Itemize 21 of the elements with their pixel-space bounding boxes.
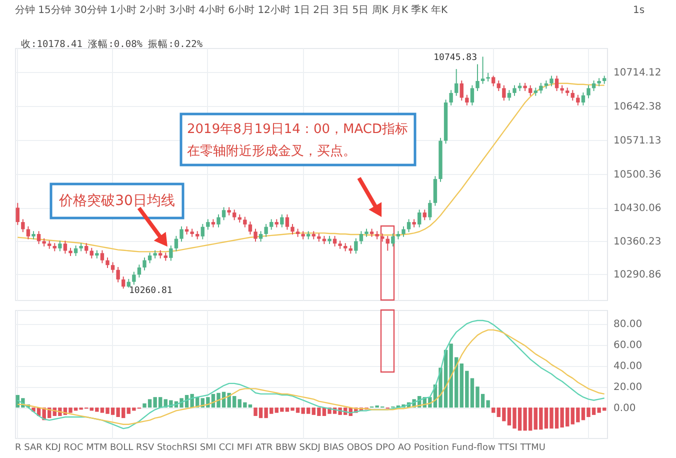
text: 1s xyxy=(633,5,645,16)
text: 分钟 15分钟 30分钟 1小时 2小时 3小时 4小时 6小时 12小时 1日 2日 3日 5日 周K 月K 季K 年K xyxy=(15,4,448,16)
annotation: 2019年8月19日14：00，MACD指标 xyxy=(187,122,408,137)
y-tick-label: 10430.06 xyxy=(614,203,662,214)
annotation: 10260.81 xyxy=(129,286,172,296)
annotation: 收:10178.41 涨幅:0.08% 振幅:0.22% xyxy=(21,38,203,50)
annotation: 10745.83 xyxy=(434,53,477,63)
y-tick-label: 20.00 xyxy=(614,382,642,394)
y-tick-label: 60.00 xyxy=(614,340,642,352)
y-tick-label: 80.00 xyxy=(614,319,642,330)
y-tick-label: 10714.12 xyxy=(614,67,662,78)
y-tick-label: 10500.36 xyxy=(614,170,662,181)
y-tick-label: 10642.38 xyxy=(614,102,662,113)
y-tick-label: 10571.13 xyxy=(614,136,662,147)
annotation: 在零轴附近形成金叉，买点。 xyxy=(187,144,356,159)
y-tick-label: 10360.23 xyxy=(614,236,662,248)
y-tick-label: 40.00 xyxy=(614,361,642,372)
y-tick-label: 10290.86 xyxy=(614,270,662,281)
annotation: 价格突破30日均线 xyxy=(58,193,175,209)
text: R SAR KDJ ROC MTM BOLL RSV StochRSI SMI CCI MFI ATR BBW SKDJ BIAS OBOS DPO AO Position Fund-flow TTSI TTMU xyxy=(15,443,546,453)
y-tick-label: 0.00 xyxy=(614,403,636,414)
